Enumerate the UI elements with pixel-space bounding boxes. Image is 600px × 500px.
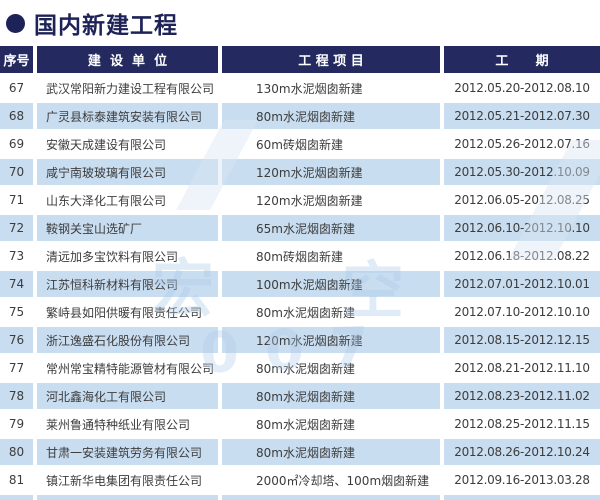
table-row: 72 鞍钢关宝山选矿厂 65m水泥烟囱新建 2012.06.10-2012.10… — [0, 215, 600, 241]
table-row: 77 常州常宝精特能源管材有限公司 80m水泥烟囱新建 2012.08.21-2… — [0, 355, 600, 381]
project-cell: 80m水泥烟囱新建 — [222, 411, 440, 437]
row-number: 73 — [0, 243, 33, 269]
company-cell: 广灵县标泰建筑安装有限公司 — [37, 103, 218, 129]
project-cell: 100m水泥烟囱新建 — [222, 271, 440, 297]
project-cell: 120m水泥烟囱新建 — [222, 327, 440, 353]
table-row: 78 河北鑫海化工有限公司 80m水泥烟囱新建 2012.08.23-2012.… — [0, 383, 600, 409]
row-number: 71 — [0, 187, 33, 213]
company-cell: 镇江新华电集团有限责任公司 — [37, 467, 218, 493]
row-number: 69 — [0, 131, 33, 157]
company-cell: 繁峙县如阳供暖有限责任公司 — [37, 299, 218, 325]
period-cell: 2012.05.30-2012.10.09 — [444, 159, 600, 185]
row-number: 79 — [0, 411, 33, 437]
company-cell: 江苏恒科新材料有限公司 — [37, 271, 218, 297]
period-cell: 2012.06.18-2012.08.22 — [444, 243, 600, 269]
header-project: 工 程 项 目 — [222, 46, 440, 73]
period-cell: 2012.08.23-2012.11.02 — [444, 383, 600, 409]
row-number: 80 — [0, 439, 33, 465]
company-cell: 常州常宝精特能源管材有限公司 — [37, 355, 218, 381]
period-cell: 2012.07.10-2012.10.10 — [444, 299, 600, 325]
row-number: 74 — [0, 271, 33, 297]
project-cell: 130m水泥烟囱新建 — [222, 75, 440, 101]
row-number: 81 — [0, 467, 33, 493]
period-cell: 2012.07.01-2012.10.01 — [444, 271, 600, 297]
project-cell: 80m水泥烟囱新建 — [222, 439, 440, 465]
company-cell: 武汉常阳新力建设工程有限公司 — [37, 75, 218, 101]
table-header-row: 序号 建 设 单 位 工 程 项 目 工 期 — [0, 46, 600, 73]
row-number: 78 — [0, 383, 33, 409]
company-cell: 莱州鲁通特种纸业有限公司 — [37, 411, 218, 437]
row-number: 68 — [0, 103, 33, 129]
project-cell: 60m砖烟囱新建 — [222, 131, 440, 157]
period-cell: 2012.08.25-2012.11.15 — [444, 411, 600, 437]
period-cell: 2012.08.15-2012.12.15 — [444, 327, 600, 353]
company-cell — [37, 495, 218, 500]
header-company: 建 设 单 位 — [37, 46, 218, 73]
table-row: 73 清远加多宝饮料有限公司 80m砖烟囱新建 2012.06.18-2012.… — [0, 243, 600, 269]
row-number: 76 — [0, 327, 33, 353]
row-number: 70 — [0, 159, 33, 185]
company-cell: 鞍钢关宝山选矿厂 — [37, 215, 218, 241]
row-number: 77 — [0, 355, 33, 381]
project-cell: 80m砖烟囱新建 — [222, 243, 440, 269]
table-row: 81 镇江新华电集团有限责任公司 2000㎡冷却塔、100m烟囱新建 2012.… — [0, 467, 600, 493]
period-cell: 2012.06.05-2012.08.25 — [444, 187, 600, 213]
table-row: 68 广灵县标泰建筑安装有限公司 80m水泥烟囱新建 2012.05.21-20… — [0, 103, 600, 129]
row-number: 67 — [0, 75, 33, 101]
project-cell: 80m水泥烟囱新建 — [222, 299, 440, 325]
company-cell: 山东大泽化工有限公司 — [37, 187, 218, 213]
row-number: 72 — [0, 215, 33, 241]
period-cell: 2012.08.21-2012.11.10 — [444, 355, 600, 381]
header-period: 工 期 — [444, 46, 600, 73]
project-cell: 80m水泥烟囱新建 — [222, 383, 440, 409]
header-no: 序号 — [0, 46, 33, 73]
company-cell: 安徽天成建设有限公司 — [37, 131, 218, 157]
period-cell — [444, 495, 600, 500]
table-row-partial — [0, 495, 600, 500]
company-cell: 河北鑫海化工有限公司 — [37, 383, 218, 409]
table-row: 74 江苏恒科新材料有限公司 100m水泥烟囱新建 2012.07.01-201… — [0, 271, 600, 297]
company-cell: 浙江逸盛石化股份有限公司 — [37, 327, 218, 353]
project-cell: 80m水泥烟囱新建 — [222, 355, 440, 381]
project-cell: 65m水泥烟囱新建 — [222, 215, 440, 241]
page-title: 国内新建工程 — [34, 13, 178, 39]
table-row: 69 安徽天成建设有限公司 60m砖烟囱新建 2012.05.26-2012.0… — [0, 131, 600, 157]
table-row: 67 武汉常阳新力建设工程有限公司 130m水泥烟囱新建 2012.05.20-… — [0, 75, 600, 101]
company-cell: 咸宁南玻玻璃有限公司 — [37, 159, 218, 185]
project-cell: 2000㎡冷却塔、100m烟囱新建 — [222, 467, 440, 493]
project-cell: 80m水泥烟囱新建 — [222, 103, 440, 129]
table-row: 76 浙江逸盛石化股份有限公司 120m水泥烟囱新建 2012.08.15-20… — [0, 327, 600, 353]
project-cell: 120m水泥烟囱新建 — [222, 159, 440, 185]
period-cell: 2012.06.10-2012.10.10 — [444, 215, 600, 241]
bullet-icon — [6, 13, 25, 33]
period-cell: 2012.05.21-2012.07.30 — [444, 103, 600, 129]
table-row: 70 咸宁南玻玻璃有限公司 120m水泥烟囱新建 2012.05.30-2012… — [0, 159, 600, 185]
table-row: 80 甘肃一安装建筑劳务有限公司 80m水泥烟囱新建 2012.08.26-20… — [0, 439, 600, 465]
project-cell — [222, 495, 440, 500]
table-row: 75 繁峙县如阳供暖有限责任公司 80m水泥烟囱新建 2012.07.10-20… — [0, 299, 600, 325]
period-cell: 2012.09.16-2013.03.28 — [444, 467, 600, 493]
company-cell: 清远加多宝饮料有限公司 — [37, 243, 218, 269]
period-cell: 2012.05.20-2012.08.10 — [444, 75, 600, 101]
row-number — [0, 495, 33, 500]
project-cell: 120m水泥烟囱新建 — [222, 187, 440, 213]
company-cell: 甘肃一安装建筑劳务有限公司 — [37, 439, 218, 465]
period-cell: 2012.05.26-2012.07.16 — [444, 131, 600, 157]
page-title-bar: 国内新建工程 — [0, 0, 600, 46]
table-row: 79 莱州鲁通特种纸业有限公司 80m水泥烟囱新建 2012.08.25-201… — [0, 411, 600, 437]
row-number: 75 — [0, 299, 33, 325]
table-row: 71 山东大泽化工有限公司 120m水泥烟囱新建 2012.06.05-2012… — [0, 187, 600, 213]
period-cell: 2012.08.26-2012.10.24 — [444, 439, 600, 465]
